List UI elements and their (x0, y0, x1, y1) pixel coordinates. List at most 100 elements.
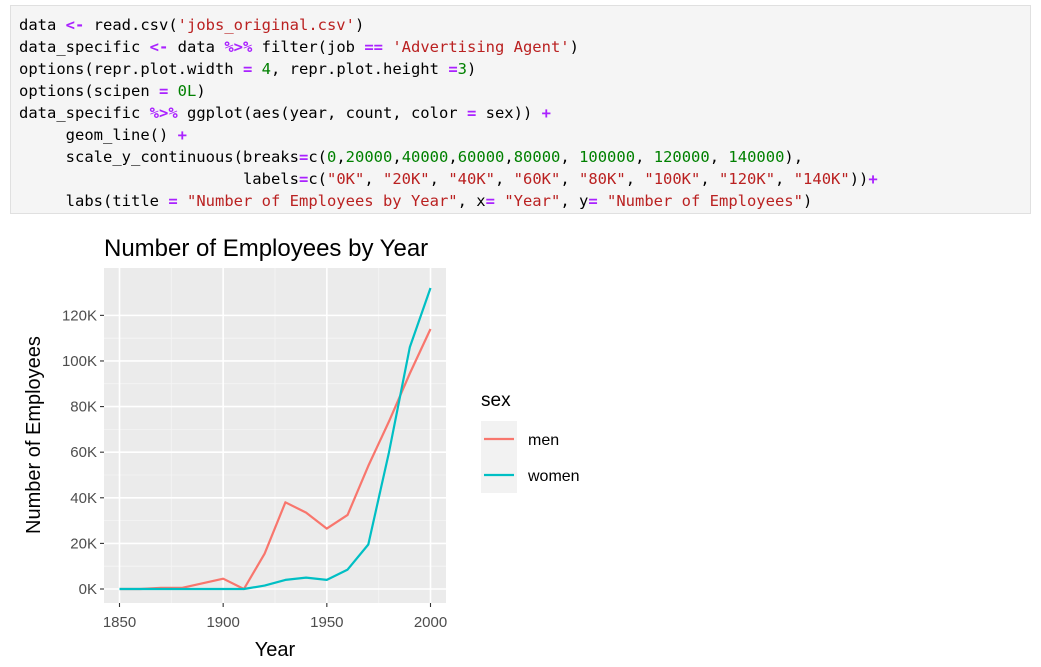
code-token: , (392, 148, 402, 166)
code-token: data (168, 38, 225, 56)
code-token: 140000 (728, 148, 785, 166)
code-token: ggplot(aes(year, count, color (177, 104, 467, 122)
code-token (598, 192, 607, 210)
x-tick-label: 1950 (310, 614, 343, 631)
code-token: + (177, 126, 187, 144)
code-token: = (298, 170, 309, 188)
code-token (178, 192, 187, 210)
code-line: data_specific %>% ggplot(aes(year, count… (19, 104, 551, 122)
y-axis-label: Number of Employees (23, 336, 45, 534)
code-token: 0L (177, 82, 197, 100)
code-token: = (298, 148, 309, 166)
code-token: "0K" (326, 170, 365, 188)
code-token: %>% (149, 104, 178, 122)
code-token: , (709, 148, 729, 166)
code-token: , repr.plot.height (271, 60, 449, 78)
code-token: , (429, 170, 449, 188)
code-token: = (448, 60, 458, 78)
code-line: scale_y_continuous(breaks=c(0,20000,4000… (19, 148, 803, 166)
x-axis-label: Year (255, 639, 296, 661)
legend-title: sex (481, 390, 511, 411)
code-token: + (541, 104, 551, 122)
code-token: ) (467, 60, 477, 78)
code-line: data_specific <- data %>% filter(job == … (19, 38, 579, 56)
code-token: "Number of Employees" (607, 192, 803, 210)
code-token: "20K" (382, 170, 430, 188)
y-tick-label: 60K (70, 444, 97, 461)
code-token: 3 (457, 60, 467, 78)
code-line: options(scipen = 0L) (19, 82, 206, 100)
code-line: labs(title = "Number of Employees by Yea… (19, 192, 813, 210)
code-token: 4 (261, 60, 271, 78)
series-line-women (119, 287, 432, 591)
code-line: data <- read.csv('jobs_original.csv') (19, 16, 364, 34)
code-line: labels=c("0K", "20K", "40K", "60K", "80K… (19, 170, 878, 188)
code-token: , y (560, 192, 589, 210)
y-tick-label: 120K (62, 307, 97, 324)
code-token: == (364, 38, 383, 56)
code-token: scale_y_continuous(breaks (19, 148, 299, 166)
code-token: "Number of Employees by Year" (187, 192, 458, 210)
code-token: = (168, 192, 178, 210)
code-token: labs(title (19, 192, 169, 210)
code-token: , x (457, 192, 486, 210)
code-token (252, 60, 261, 78)
code-token: 'Advertising Agent' (392, 38, 570, 56)
code-token: "80K" (579, 170, 626, 188)
code-token: ), (784, 148, 804, 166)
code-token: "120K" (719, 170, 776, 188)
code-token: , (560, 170, 580, 188)
code-token: "100K" (644, 170, 701, 188)
code-token: , (364, 170, 383, 188)
code-token: , (700, 170, 720, 188)
code-token: %>% (224, 38, 253, 56)
legend: sex men women (481, 390, 580, 493)
chart-title: Number of Employees by Year (104, 235, 428, 262)
code-token: = (242, 60, 253, 78)
code-token: = (466, 104, 477, 122)
code-token: , (560, 148, 580, 166)
code-token: , (504, 148, 514, 166)
code-token (168, 82, 177, 100)
code-token: 100000 (579, 148, 636, 166)
code-token: + (868, 170, 878, 188)
code-token: labels (19, 170, 299, 188)
x-tick-label: 2000 (414, 614, 447, 631)
code-token: , (336, 148, 346, 166)
code-token: = (588, 192, 598, 210)
code-token: 40000 (401, 148, 449, 166)
code-token: "Year" (504, 192, 561, 210)
y-tick-label: 40K (70, 490, 97, 507)
code-input[interactable]: data <- read.csv('jobs_original.csv') da… (19, 14, 878, 212)
code-token: <- (149, 38, 169, 56)
code-token: , (448, 148, 458, 166)
code-token: data (19, 16, 66, 34)
code-token: ) (569, 38, 579, 56)
code-token: options(repr.plot.width (19, 60, 243, 78)
code-token: "140K" (793, 170, 850, 188)
code-token: , (495, 170, 514, 188)
code-token: c( (308, 148, 327, 166)
x-tick-label: 1900 (206, 614, 239, 631)
code-line: options(repr.plot.width = 4, repr.plot.h… (19, 60, 476, 78)
code-token: filter(job (252, 38, 365, 56)
y-axis: 0K 20K 40K 60K 80K 100K 120K (62, 307, 104, 598)
code-token: , (775, 170, 794, 188)
code-token: data_specific (19, 38, 150, 56)
code-token: ) (354, 16, 365, 34)
code-token: )) (849, 170, 869, 188)
y-tick-label: 100K (62, 353, 97, 370)
code-token: 60000 (457, 148, 505, 166)
y-tick-label: 80K (70, 399, 97, 416)
grid-lines (104, 268, 446, 603)
code-token: ) (196, 82, 206, 100)
code-cell[interactable]: data <- read.csv('jobs_original.csv') da… (10, 5, 1031, 214)
code-token: sex)) (476, 104, 542, 122)
code-token: "40K" (448, 170, 495, 188)
code-token: data_specific (19, 104, 150, 122)
code-token: 'jobs_original.csv' (177, 16, 355, 34)
code-token: , (625, 170, 645, 188)
code-token (383, 38, 392, 56)
code-token: options(scipen (19, 82, 159, 100)
